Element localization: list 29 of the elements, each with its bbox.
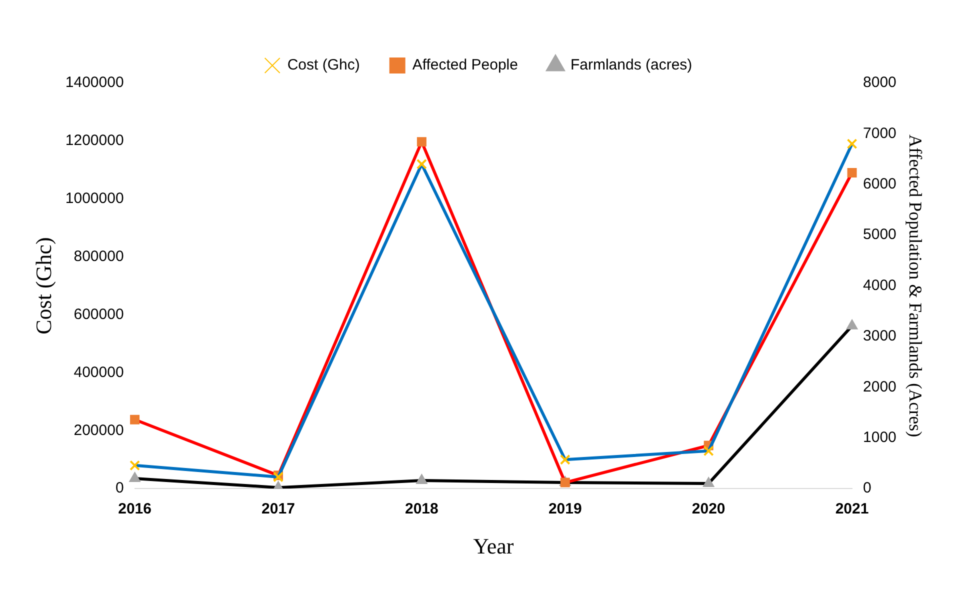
- y2-tick-label: 8000: [863, 74, 896, 92]
- y-tick-label: 1200000: [65, 132, 124, 150]
- x-tick-label: 2016: [118, 500, 152, 518]
- y-tick-label: 800000: [74, 248, 124, 265]
- y2-tick-label: 7000: [863, 124, 896, 142]
- y2-tick-label: 4000: [863, 276, 896, 294]
- y-tick-label: 1400000: [65, 74, 124, 92]
- legend-label: Farmlands (acres): [570, 56, 692, 74]
- y2-axis-title: Affected Population & Farmlands (Acres): [905, 134, 926, 438]
- y2-tick-label: 1000: [863, 429, 896, 446]
- y2-tick-label: 0: [863, 480, 872, 497]
- y2-tick-label: 2000: [863, 378, 896, 396]
- x-tick-label: 2020: [692, 500, 726, 518]
- y-axis-title: Cost (Ghc): [30, 237, 56, 334]
- x-tick-label: 2017: [262, 500, 295, 518]
- y-tick-label: 600000: [74, 306, 124, 323]
- y2-tick-label: 3000: [863, 328, 896, 345]
- y-tick-label: 400000: [74, 364, 124, 381]
- legend-label: Cost (Ghc): [287, 56, 360, 74]
- legend-label: Affected People: [412, 56, 518, 74]
- x-axis-title: Year: [473, 534, 514, 559]
- y-tick-label: 0: [115, 480, 124, 497]
- y2-tick-label: 6000: [863, 176, 896, 193]
- y-tick-label: 1000000: [65, 190, 124, 208]
- x-tick-label: 2021: [835, 500, 869, 518]
- x-tick-label: 2018: [405, 500, 438, 518]
- x-tick-label: 2019: [548, 500, 582, 518]
- y2-tick-label: 5000: [863, 226, 896, 244]
- y-tick-label: 200000: [74, 422, 124, 439]
